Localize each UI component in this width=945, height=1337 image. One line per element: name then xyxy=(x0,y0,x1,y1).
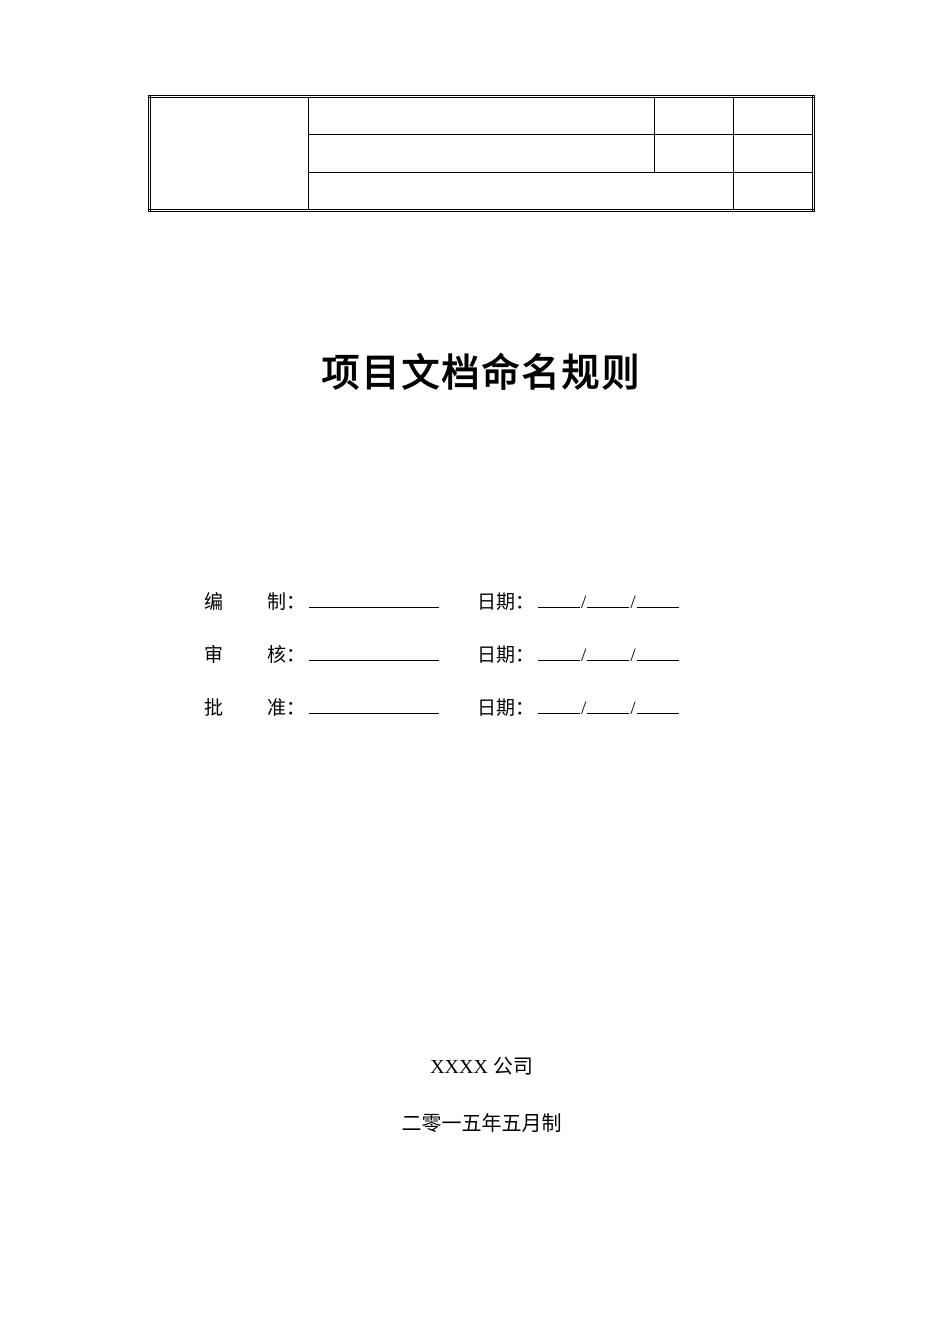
table-cell xyxy=(654,135,734,173)
date-line xyxy=(587,713,629,714)
date-line xyxy=(538,607,580,608)
company-name: XXXX 公司 xyxy=(148,1050,815,1079)
date-label: 日期： xyxy=(477,693,534,720)
date-label: 日期： xyxy=(477,587,534,614)
signature-row-compile: 编 制： 日期： / / xyxy=(204,587,815,614)
date-separator: / xyxy=(581,645,586,667)
table-cell xyxy=(309,173,734,211)
date-line xyxy=(637,713,679,714)
signature-row-approve: 批 准： 日期： / / xyxy=(204,693,815,720)
date-label: 日期： xyxy=(477,640,534,667)
signature-line xyxy=(309,660,439,661)
label-char: 准： xyxy=(267,698,305,719)
date-line xyxy=(538,713,580,714)
date-separator: / xyxy=(630,592,635,614)
table-cell xyxy=(734,135,814,173)
signature-row-review: 审 核： 日期： / / xyxy=(204,640,815,667)
header-table xyxy=(148,95,815,212)
date-line xyxy=(637,607,679,608)
table-cell xyxy=(734,97,814,135)
signature-line xyxy=(309,607,439,608)
signature-block: 编 制： 日期： / / 审 核： 日期： / / 批 准： xyxy=(204,587,815,720)
signature-label: 编 制： xyxy=(204,587,305,614)
footer-block: XXXX 公司 二零一五年五月制 xyxy=(148,1050,815,1136)
date-line xyxy=(637,660,679,661)
date-separator: / xyxy=(581,592,586,614)
date-separator: / xyxy=(630,645,635,667)
label-char: 批 xyxy=(204,698,223,719)
table-cell xyxy=(309,135,654,173)
date-separator: / xyxy=(630,698,635,720)
label-char: 制： xyxy=(267,592,305,613)
date-line xyxy=(538,660,580,661)
label-char: 核： xyxy=(267,645,305,666)
signature-line xyxy=(309,713,439,714)
date-separator: / xyxy=(581,698,586,720)
creation-date: 二零一五年五月制 xyxy=(148,1107,815,1136)
table-row xyxy=(150,97,814,135)
document-title: 项目文档命名规则 xyxy=(148,342,815,397)
signature-label: 审 核： xyxy=(204,640,305,667)
date-line xyxy=(587,607,629,608)
date-line xyxy=(587,660,629,661)
signature-label: 批 准： xyxy=(204,693,305,720)
table-cell xyxy=(654,97,734,135)
table-cell xyxy=(150,97,309,211)
label-char: 编 xyxy=(204,592,223,613)
document-page: 项目文档命名规则 编 制： 日期： / / 审 核： 日期： / / xyxy=(0,0,945,1337)
label-char: 审 xyxy=(204,645,223,666)
table-cell xyxy=(309,97,654,135)
table-cell xyxy=(734,173,814,211)
